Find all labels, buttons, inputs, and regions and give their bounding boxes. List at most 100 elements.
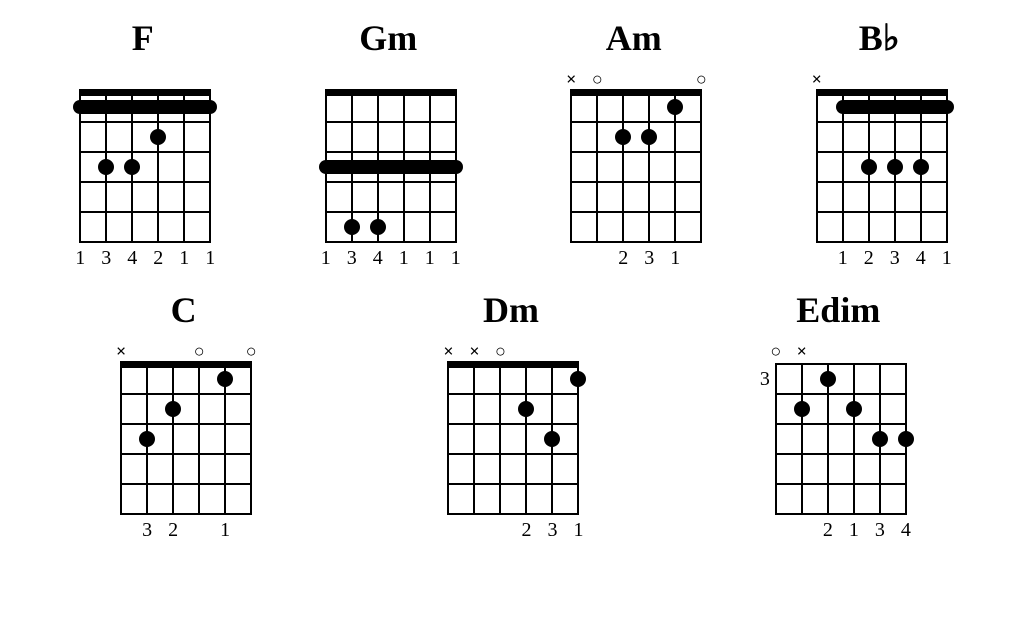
chord-name: B♭: [859, 20, 900, 56]
string-line: [157, 92, 159, 242]
string-line: [853, 364, 855, 514]
string-line: [183, 92, 185, 242]
finger-number: 1: [841, 520, 867, 540]
finger-number: 1: [417, 248, 443, 268]
chord-diagram: Dm ××○231: [430, 292, 591, 540]
finger-number: 1: [212, 520, 238, 540]
chord-sheet: F134211Gm134111Am×○○231B♭×12341C×○○321Dm…: [40, 20, 982, 540]
fret-line: [816, 121, 948, 123]
barre: [836, 100, 954, 114]
fret-grid: [817, 92, 947, 242]
fret-line: [120, 423, 252, 425]
fret-line: [79, 121, 211, 123]
string-marker: ×: [435, 342, 461, 362]
start-fret-label: 3: [758, 368, 770, 391]
string-marker: [145, 70, 171, 90]
fret-line: [570, 241, 702, 243]
fretboard: ○×2134: [776, 342, 919, 540]
fret-grid: [121, 364, 251, 514]
finger-dot: [518, 401, 534, 417]
finger-dot: [544, 431, 560, 447]
finger-number: 4: [908, 248, 934, 268]
fret-line: [325, 211, 457, 213]
finger-number: 1: [197, 248, 223, 268]
string-line: [250, 364, 252, 514]
fret-line: [775, 393, 907, 395]
finger-row: 134111: [313, 248, 469, 268]
string-markers: ××○: [435, 342, 591, 362]
string-marker: [119, 70, 145, 90]
finger-dot: [846, 401, 862, 417]
finger-number: 3: [134, 520, 160, 540]
finger-number: 2: [145, 248, 171, 268]
finger-row: 2134: [763, 520, 919, 540]
finger-number: 4: [365, 248, 391, 268]
finger-row: 12341: [804, 248, 960, 268]
finger-row: 134211: [67, 248, 223, 268]
string-marker: ○: [763, 342, 789, 362]
fret-line: [816, 241, 948, 243]
finger-number: 1: [934, 248, 960, 268]
fret-line: [775, 483, 907, 485]
fret-line: [816, 151, 948, 153]
string-marker: [539, 342, 565, 362]
finger-number: 1: [171, 248, 197, 268]
fret-line: [79, 181, 211, 183]
string-marker: [417, 70, 443, 90]
string-marker: [313, 70, 339, 90]
string-marker: [908, 70, 934, 90]
finger-number: 1: [313, 248, 339, 268]
string-line: [79, 92, 81, 242]
string-marker: [565, 342, 591, 362]
string-line: [120, 364, 122, 514]
finger-dot: [641, 129, 657, 145]
chord-row: F134211Gm134111Am×○○231B♭×12341: [40, 20, 982, 268]
fretboard: 134111: [326, 70, 469, 268]
string-markers: ×○○: [108, 342, 264, 362]
finger-dot: [570, 371, 586, 387]
fret-grid: [448, 364, 578, 514]
string-marker: [212, 342, 238, 362]
finger-dot: [217, 371, 233, 387]
finger-number: [487, 520, 513, 540]
finger-number: [789, 520, 815, 540]
finger-dot: [165, 401, 181, 417]
string-line: [842, 92, 844, 242]
chord-diagram: F134211: [62, 20, 223, 268]
finger-dot: [139, 431, 155, 447]
barre: [73, 100, 217, 114]
finger-number: 1: [565, 520, 591, 540]
chord-diagram: C×○○321: [103, 292, 264, 540]
string-marker: [339, 70, 365, 90]
fret-line: [325, 151, 457, 153]
fretboard: ××○231: [448, 342, 591, 540]
fret-line: [79, 151, 211, 153]
string-line: [499, 364, 501, 514]
string-line: [816, 92, 818, 242]
diagram-box: 3○×2134: [758, 342, 919, 540]
string-markers: ×○○: [558, 70, 714, 90]
chord-name: Dm: [483, 292, 539, 328]
finger-number: [584, 248, 610, 268]
fret-line: [775, 423, 907, 425]
fret-line: [325, 241, 457, 243]
fret-line: [447, 513, 579, 515]
fret-line: [447, 423, 579, 425]
string-line: [570, 92, 572, 242]
fret-line: [570, 121, 702, 123]
fret-line: [120, 393, 252, 395]
fret-line: [570, 151, 702, 153]
string-line: [648, 92, 650, 242]
finger-row: 231: [558, 248, 714, 268]
string-marker: ○: [688, 70, 714, 90]
diagram-box: 134111: [308, 70, 469, 268]
string-marker: ×: [804, 70, 830, 90]
string-marker: [365, 70, 391, 90]
fret-line: [79, 211, 211, 213]
fret-grid: [776, 364, 906, 514]
finger-number: 3: [867, 520, 893, 540]
finger-number: [763, 520, 789, 540]
chord-diagram: B♭ × 12341: [799, 20, 960, 268]
fret-line: [120, 513, 252, 515]
string-marker: ○: [584, 70, 610, 90]
